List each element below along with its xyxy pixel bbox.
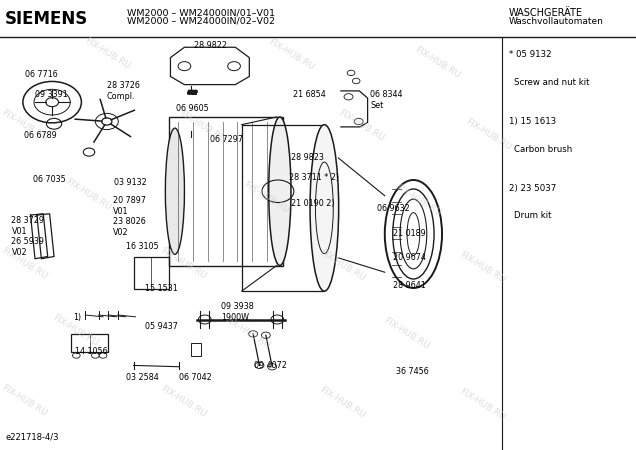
Text: WASCHGERÄTE: WASCHGERÄTE — [509, 8, 583, 18]
Ellipse shape — [268, 117, 291, 266]
Text: FIX-HUB.RU: FIX-HUB.RU — [413, 45, 462, 80]
Text: 28 3726
Compl.: 28 3726 Compl. — [107, 81, 140, 101]
Text: 28 3729
V01
26 5939
V02: 28 3729 V01 26 5939 V02 — [11, 216, 45, 257]
Text: FIX-HUB.RU: FIX-HUB.RU — [318, 385, 366, 420]
Text: 06 7716: 06 7716 — [25, 70, 58, 79]
Ellipse shape — [310, 125, 339, 291]
Text: 21 0190 2): 21 0190 2) — [291, 199, 335, 208]
Text: FIX-HUB.RU: FIX-HUB.RU — [223, 315, 271, 350]
Text: WM2000 – WM24000IN/02–V02: WM2000 – WM24000IN/02–V02 — [127, 17, 275, 26]
Bar — [242, 125, 324, 291]
Text: FIX-HUB.RU: FIX-HUB.RU — [0, 246, 48, 281]
Text: 05 9437: 05 9437 — [145, 322, 178, 331]
Text: FIX-HUB.RU: FIX-HUB.RU — [318, 248, 366, 283]
Text: FIX-HUB.RU: FIX-HUB.RU — [267, 37, 315, 72]
Text: FIX-HUB.RU: FIX-HUB.RU — [337, 108, 385, 144]
Text: FIX-HUB.RU: FIX-HUB.RU — [458, 250, 506, 285]
Text: 06 7297: 06 7297 — [210, 135, 243, 144]
Text: 28 3711 * 2): 28 3711 * 2) — [289, 173, 340, 182]
Circle shape — [102, 118, 112, 125]
Text: FIX-HUB.RU: FIX-HUB.RU — [242, 180, 290, 216]
Text: * 05 9132: * 05 9132 — [509, 50, 551, 59]
Text: 20 7897
V01
23 8026
V02: 20 7897 V01 23 8026 V02 — [113, 196, 146, 237]
Text: 06 6789: 06 6789 — [24, 130, 57, 140]
Text: 28 9822: 28 9822 — [194, 41, 227, 50]
Text: 28 9823: 28 9823 — [291, 153, 324, 162]
Bar — [71, 334, 108, 352]
Text: e221718-4/3: e221718-4/3 — [5, 433, 59, 442]
Text: 03 9132: 03 9132 — [114, 178, 147, 187]
Text: Screw and nut kit: Screw and nut kit — [514, 78, 590, 87]
Text: 21 0189: 21 0189 — [393, 230, 425, 238]
Text: 21 6854: 21 6854 — [293, 90, 325, 99]
Text: WM2000 – WM24000IN/01–V01: WM2000 – WM24000IN/01–V01 — [127, 8, 275, 17]
Text: 14 1056: 14 1056 — [75, 346, 107, 356]
Text: 2) 23 5037: 2) 23 5037 — [509, 184, 556, 193]
Bar — [191, 343, 201, 356]
Text: 06 8344
Set: 06 8344 Set — [370, 90, 403, 110]
Bar — [169, 117, 283, 266]
Ellipse shape — [165, 128, 184, 254]
Bar — [134, 256, 169, 289]
Text: FIX-HUB.RU: FIX-HUB.RU — [64, 177, 112, 212]
Text: FIX-HUB.RU: FIX-HUB.RU — [458, 387, 506, 422]
Text: 28 9641: 28 9641 — [393, 281, 425, 290]
Text: 1): 1) — [73, 313, 81, 322]
Text: FIX-HUB.RU: FIX-HUB.RU — [394, 183, 443, 218]
Text: 03 2584: 03 2584 — [126, 373, 158, 382]
Text: FIX-HUB.RU: FIX-HUB.RU — [0, 383, 48, 418]
Text: FIX-HUB.RU: FIX-HUB.RU — [464, 117, 513, 153]
Text: FIX-HUB.RU: FIX-HUB.RU — [51, 313, 99, 348]
Text: Carbon brush: Carbon brush — [514, 145, 572, 154]
Text: 1) 15 1613: 1) 15 1613 — [509, 117, 556, 126]
Text: 09 3938
1900W: 09 3938 1900W — [221, 302, 254, 322]
Text: 09 4072: 09 4072 — [254, 361, 287, 370]
Text: Drum kit: Drum kit — [514, 212, 551, 220]
Text: 06 9605: 06 9605 — [176, 104, 208, 113]
Text: FIX-HUB.RU: FIX-HUB.RU — [159, 384, 207, 419]
Text: 16 3105: 16 3105 — [126, 242, 158, 251]
Text: 06 9632: 06 9632 — [377, 204, 409, 213]
Text: 36 7456: 36 7456 — [396, 367, 428, 376]
Text: 06 7035: 06 7035 — [33, 176, 66, 184]
Text: 20 9674: 20 9674 — [393, 253, 426, 262]
Text: Waschvollautomaten: Waschvollautomaten — [509, 17, 604, 26]
Text: 09 3391: 09 3391 — [35, 90, 67, 99]
Text: FIX-HUB.RU: FIX-HUB.RU — [0, 108, 48, 144]
Text: FIX-HUB.RU: FIX-HUB.RU — [83, 36, 131, 72]
Text: 06 7042: 06 7042 — [179, 373, 212, 382]
Text: FIX-HUB.RU: FIX-HUB.RU — [159, 246, 207, 281]
Text: FIX-HUB.RU: FIX-HUB.RU — [178, 109, 226, 144]
Text: SIEMENS: SIEMENS — [5, 10, 88, 28]
Text: FIX-HUB.RU: FIX-HUB.RU — [382, 316, 430, 351]
Text: 15 1531: 15 1531 — [145, 284, 177, 293]
